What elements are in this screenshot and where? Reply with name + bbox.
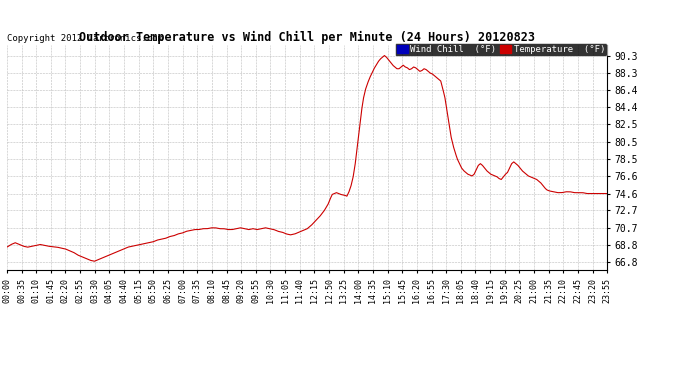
Legend: Wind Chill  (°F), Temperature  (°F): Wind Chill (°F), Temperature (°F) — [395, 43, 607, 56]
Title: Outdoor Temperature vs Wind Chill per Minute (24 Hours) 20120823: Outdoor Temperature vs Wind Chill per Mi… — [79, 31, 535, 44]
Text: Copyright 2012 Cartronics.com: Copyright 2012 Cartronics.com — [7, 34, 163, 43]
